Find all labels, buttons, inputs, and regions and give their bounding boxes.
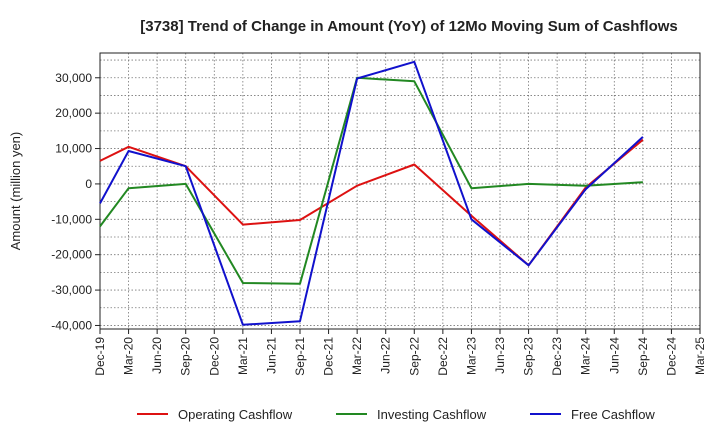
x-tick-label: Dec-19: [93, 337, 107, 376]
x-tick-label: Jun-21: [264, 337, 278, 374]
y-tick-label: 0: [85, 177, 92, 191]
y-axis-label: Amount (million yen): [8, 132, 23, 251]
y-tick-label: -40,000: [51, 318, 92, 332]
x-tick-label: Jun-23: [493, 337, 507, 374]
x-axis: Dec-19 Mar-20 Jun-20 Sep-20 Dec-20 Mar-21 Jun-…: [93, 329, 707, 376]
x-tick-label: Dec-23: [550, 337, 564, 376]
plot-area: [99, 52, 701, 330]
series-line-free-cashflow: [99, 60, 644, 326]
x-tick-label: Dec-24: [664, 337, 678, 376]
x-tick-label: Dec-21: [322, 337, 336, 376]
y-axis: 30,000 20,000 10,000 0 -10,000 -20,000 -30,000…: [51, 71, 100, 332]
x-tick-label: Sep-21: [293, 337, 307, 376]
x-tick-label: Mar-21: [236, 337, 250, 375]
x-tick-label: Sep-22: [407, 337, 421, 376]
series-line-operating-cashflow: [99, 138, 644, 267]
legend-label-free-cashflow: Free Cashflow: [571, 407, 655, 422]
x-tick-label: Jun-24: [607, 337, 621, 374]
y-tick-label: -10,000: [51, 212, 92, 226]
x-tick-label: Mar-25: [693, 337, 707, 375]
x-tick-label: Dec-20: [207, 337, 221, 376]
x-tick-label: Mar-22: [350, 337, 364, 375]
y-tick-label: -30,000: [51, 283, 92, 297]
y-tick-label: 10,000: [55, 142, 92, 156]
y-tick-label: 30,000: [55, 71, 92, 85]
grid: [99, 53, 701, 329]
x-tick-label: Mar-23: [464, 337, 478, 375]
chart-title: [3738] Trend of Change in Amount (YoY) o…: [140, 18, 678, 35]
y-tick-label: 20,000: [55, 106, 92, 120]
y-tick-label: -20,000: [51, 248, 92, 262]
x-tick-label: Mar-24: [579, 337, 593, 375]
x-tick-label: Sep-20: [179, 337, 193, 376]
x-tick-label: Jun-22: [379, 337, 393, 374]
x-tick-label: Sep-24: [636, 337, 650, 376]
series-group: [99, 60, 644, 326]
x-tick-label: Dec-22: [436, 337, 450, 376]
x-tick-label: Jun-20: [150, 337, 164, 374]
legend-label-investing-cashflow: Investing Cashflow: [377, 407, 487, 422]
legend: Operating Cashflow Investing Cashflow Fr…: [137, 407, 655, 422]
legend-label-operating-cashflow: Operating Cashflow: [178, 407, 293, 422]
x-tick-label: Sep-23: [522, 337, 536, 376]
x-tick-label: Mar-20: [122, 337, 136, 375]
